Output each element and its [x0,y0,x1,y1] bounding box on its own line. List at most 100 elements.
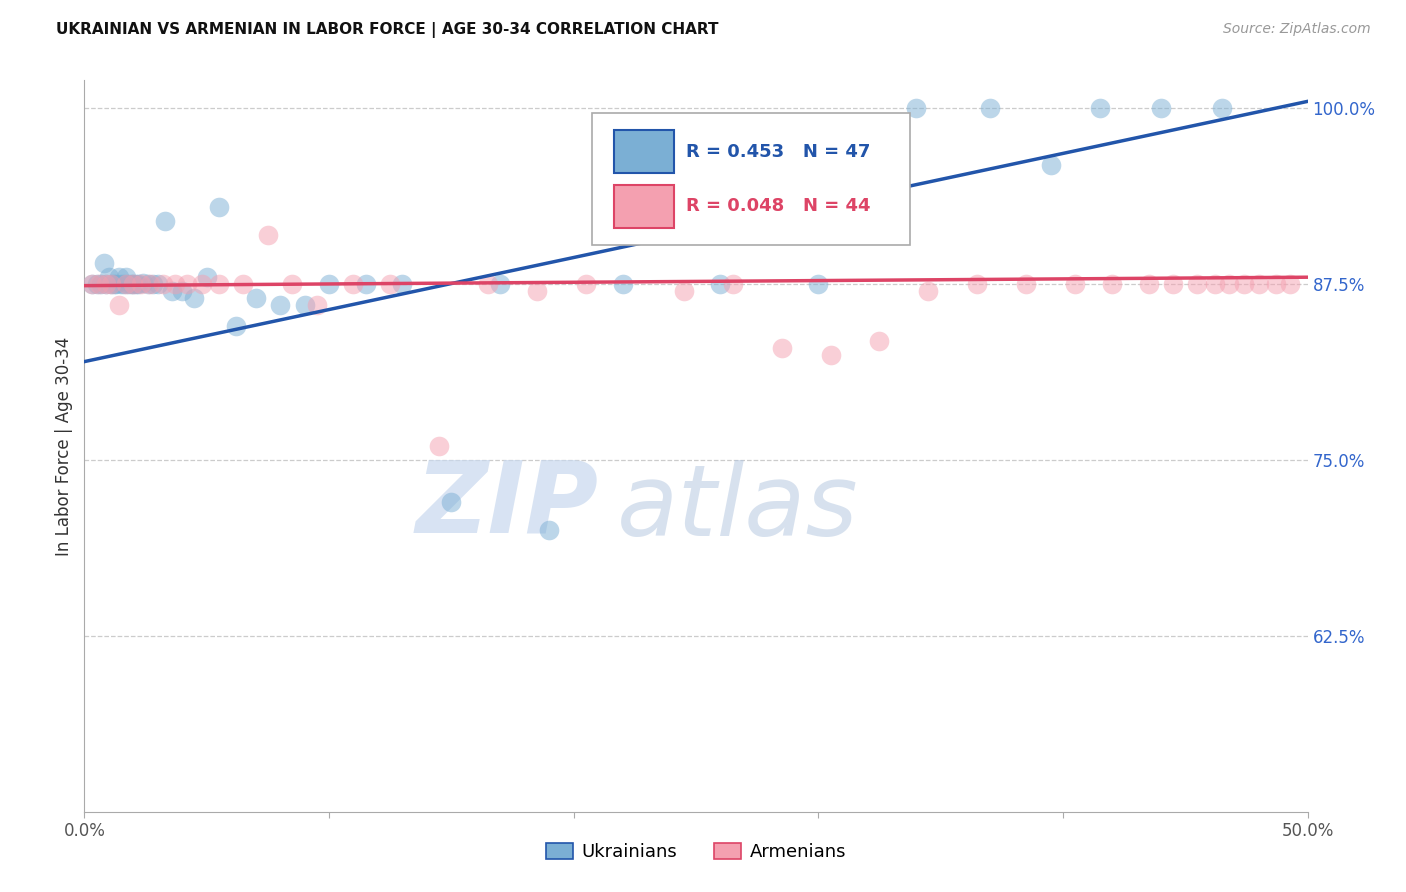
Point [1211,102,1233,116]
Point [1218,277,1240,292]
Point [917,285,939,299]
Point [1064,277,1087,292]
Point [172,285,194,299]
Point [183,291,205,305]
Point [146,277,169,292]
Point [232,277,254,292]
Point [152,277,174,292]
Point [1015,277,1038,292]
Point [305,298,328,312]
Point [342,277,364,292]
Point [979,102,1001,116]
Point [427,439,450,453]
Point [115,277,138,292]
Point [905,102,928,116]
Point [86,277,108,292]
Point [97,270,120,285]
Y-axis label: In Labor Force | Age 30-34: In Labor Force | Age 30-34 [55,336,73,556]
Point [136,277,159,292]
Point [721,277,744,292]
Point [440,495,463,509]
Point [127,277,149,292]
Point [96,277,118,292]
Point [1233,277,1256,292]
Text: ZIP: ZIP [415,456,598,553]
Point [225,319,247,334]
Point [195,270,218,285]
Point [122,277,145,292]
Point [191,277,214,292]
Point [1161,277,1184,292]
Point [125,277,148,292]
Point [208,277,231,292]
Point [100,277,122,292]
Point [575,277,598,292]
Point [163,277,186,292]
Point [477,277,499,292]
Point [208,200,231,214]
Point [115,270,138,285]
Point [142,277,165,292]
Text: R = 0.453   N = 47: R = 0.453 N = 47 [686,143,870,161]
Point [294,298,316,312]
Point [391,277,413,292]
Point [269,298,291,312]
Text: UKRAINIAN VS ARMENIAN IN LABOR FORCE | AGE 30-34 CORRELATION CHART: UKRAINIAN VS ARMENIAN IN LABOR FORCE | A… [56,22,718,38]
Point [1204,277,1226,292]
Point [526,285,548,299]
FancyBboxPatch shape [614,130,673,173]
Text: atlas: atlas [616,459,858,557]
Point [112,277,135,292]
Point [820,348,842,362]
Point [1264,277,1286,292]
Point [624,186,647,200]
Point [672,285,695,299]
Point [869,334,891,348]
Point [1039,158,1062,172]
Point [80,277,103,292]
Point [1137,277,1160,292]
Legend: Ukrainians, Armenians: Ukrainians, Armenians [538,836,853,869]
Point [96,277,118,292]
Point [1247,277,1270,292]
Point [90,277,112,292]
Point [110,277,132,292]
FancyBboxPatch shape [592,113,910,245]
Point [93,256,115,270]
Point [612,277,634,292]
Point [770,341,793,355]
Point [132,276,155,290]
Point [153,214,176,228]
Point [87,277,110,292]
Point [318,277,340,292]
Point [1279,277,1302,292]
Point [807,277,830,292]
Point [162,285,184,299]
Text: Source: ZipAtlas.com: Source: ZipAtlas.com [1223,22,1371,37]
Point [117,277,139,292]
Point [245,291,267,305]
Point [100,277,122,292]
Point [120,277,142,292]
Point [1150,102,1173,116]
Point [107,270,129,285]
Point [281,277,304,292]
Point [122,277,145,292]
Point [1088,102,1111,116]
Point [1187,277,1209,292]
Point [354,277,377,292]
Point [107,298,129,312]
Point [176,277,198,292]
Point [139,277,162,292]
Point [129,277,152,292]
Point [380,277,402,292]
Text: R = 0.048   N = 44: R = 0.048 N = 44 [686,197,870,216]
Point [80,277,103,292]
Point [257,227,280,242]
Point [538,524,561,538]
Point [105,277,128,292]
FancyBboxPatch shape [614,185,673,228]
Point [709,277,731,292]
Point [103,277,125,292]
Point [966,277,988,292]
